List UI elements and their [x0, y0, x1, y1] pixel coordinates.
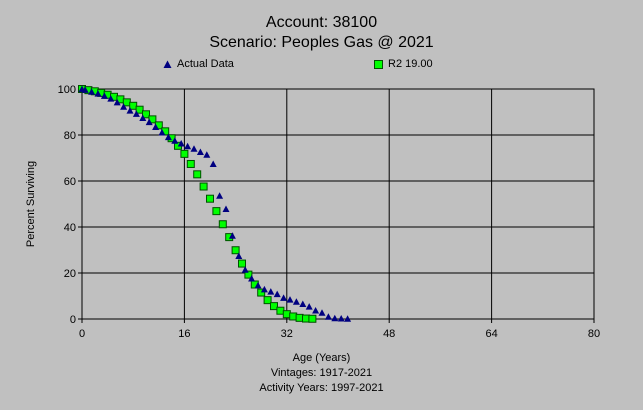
actual-data-point	[318, 309, 326, 316]
actual-data-point	[81, 86, 89, 93]
actual-data-point	[164, 133, 172, 141]
r2-data-point	[263, 296, 272, 305]
actual-data-point	[292, 298, 300, 305]
actual-data-point	[235, 252, 243, 259]
x-axis-label: Age (Years)	[292, 352, 351, 364]
actual-data-point	[152, 123, 160, 130]
r2-data-point	[308, 314, 317, 323]
y-tick-label: 20	[64, 268, 76, 280]
actual-data-point	[100, 92, 108, 99]
actual-data-point	[267, 288, 275, 295]
r2-data-point	[180, 149, 189, 158]
y-tick-label: 60	[64, 176, 76, 188]
triangle-marker-icon	[163, 60, 172, 68]
footer-vintages: Vintages: 1917-2021	[270, 367, 373, 379]
r2-data-point	[218, 220, 227, 229]
actual-data-point	[145, 118, 153, 126]
r2-data-point	[142, 110, 150, 119]
legend-label-r2: R2 19.00	[388, 58, 433, 70]
actual-data-point	[184, 142, 192, 150]
r2-data-point	[135, 105, 144, 114]
x-tick-label: 80	[588, 328, 600, 340]
square-marker-icon	[374, 59, 383, 69]
legend-entry-actual: Actual Data	[163, 57, 234, 71]
legend-entry-r2: R2 19.00	[374, 57, 433, 71]
actual-data-point	[305, 303, 313, 310]
actual-data-point	[132, 110, 140, 117]
actual-data-point	[158, 128, 166, 136]
actual-data-point	[286, 296, 294, 303]
actual-data-point	[209, 160, 217, 167]
actual-data-point	[248, 275, 256, 282]
r2-data-point	[257, 288, 266, 297]
plot-frame	[81, 88, 595, 320]
actual-data-point	[120, 103, 128, 110]
actual-data-point	[241, 266, 249, 273]
actual-data-point	[344, 315, 352, 322]
r2-data-point	[193, 170, 202, 179]
actual-data-point	[113, 98, 121, 106]
r2-data-point	[206, 194, 214, 203]
actual-data-point	[312, 306, 320, 314]
actual-data-point	[280, 294, 288, 301]
actual-data-point	[222, 205, 230, 213]
r2-data-point	[270, 302, 278, 311]
x-tick-label: 32	[281, 328, 293, 340]
actual-data-point	[216, 192, 224, 199]
actual-data-point	[190, 145, 198, 152]
y-tick-label: 40	[64, 222, 76, 234]
r2-data-point	[212, 207, 221, 216]
x-tick-label: 0	[79, 328, 85, 340]
r2-data-point	[231, 246, 240, 255]
r2-data-point	[199, 182, 208, 191]
x-tick-label: 16	[178, 328, 190, 340]
r2-data-point	[244, 270, 253, 279]
x-tick-label: 48	[383, 328, 395, 340]
actual-data-point	[324, 313, 332, 320]
y-tick-label: 100	[58, 84, 76, 96]
r2-data-point	[186, 159, 195, 168]
y-axis-label: Percent Surviving	[25, 161, 37, 247]
actual-data-point	[254, 281, 262, 289]
r2-data-point	[238, 259, 246, 268]
actual-data-point	[88, 88, 96, 95]
actual-data-point	[94, 90, 102, 97]
actual-data-point	[331, 314, 339, 322]
actual-data-point	[196, 148, 204, 156]
actual-data-point	[107, 95, 115, 102]
actual-data-point	[139, 114, 147, 121]
actual-data-point	[203, 151, 211, 158]
chart-subtitle: Scenario: Peoples Gas @ 2021	[209, 34, 434, 51]
y-tick-label: 80	[64, 130, 76, 142]
footer-activity-years: Activity Years: 1997-2021	[259, 382, 384, 394]
legend-label-actual: Actual Data	[177, 58, 234, 70]
actual-data-point	[273, 290, 281, 298]
y-tick-label: 0	[70, 314, 76, 326]
x-tick-label: 64	[485, 328, 497, 340]
actual-data-point	[171, 137, 179, 144]
chart-title: Account: 38100	[265, 14, 378, 31]
actual-data-point	[299, 300, 307, 308]
actual-data-point	[337, 315, 345, 322]
actual-data-point	[228, 232, 236, 239]
actual-data-point	[126, 107, 134, 114]
actual-data-point	[260, 285, 268, 293]
actual-data-point	[177, 140, 185, 147]
